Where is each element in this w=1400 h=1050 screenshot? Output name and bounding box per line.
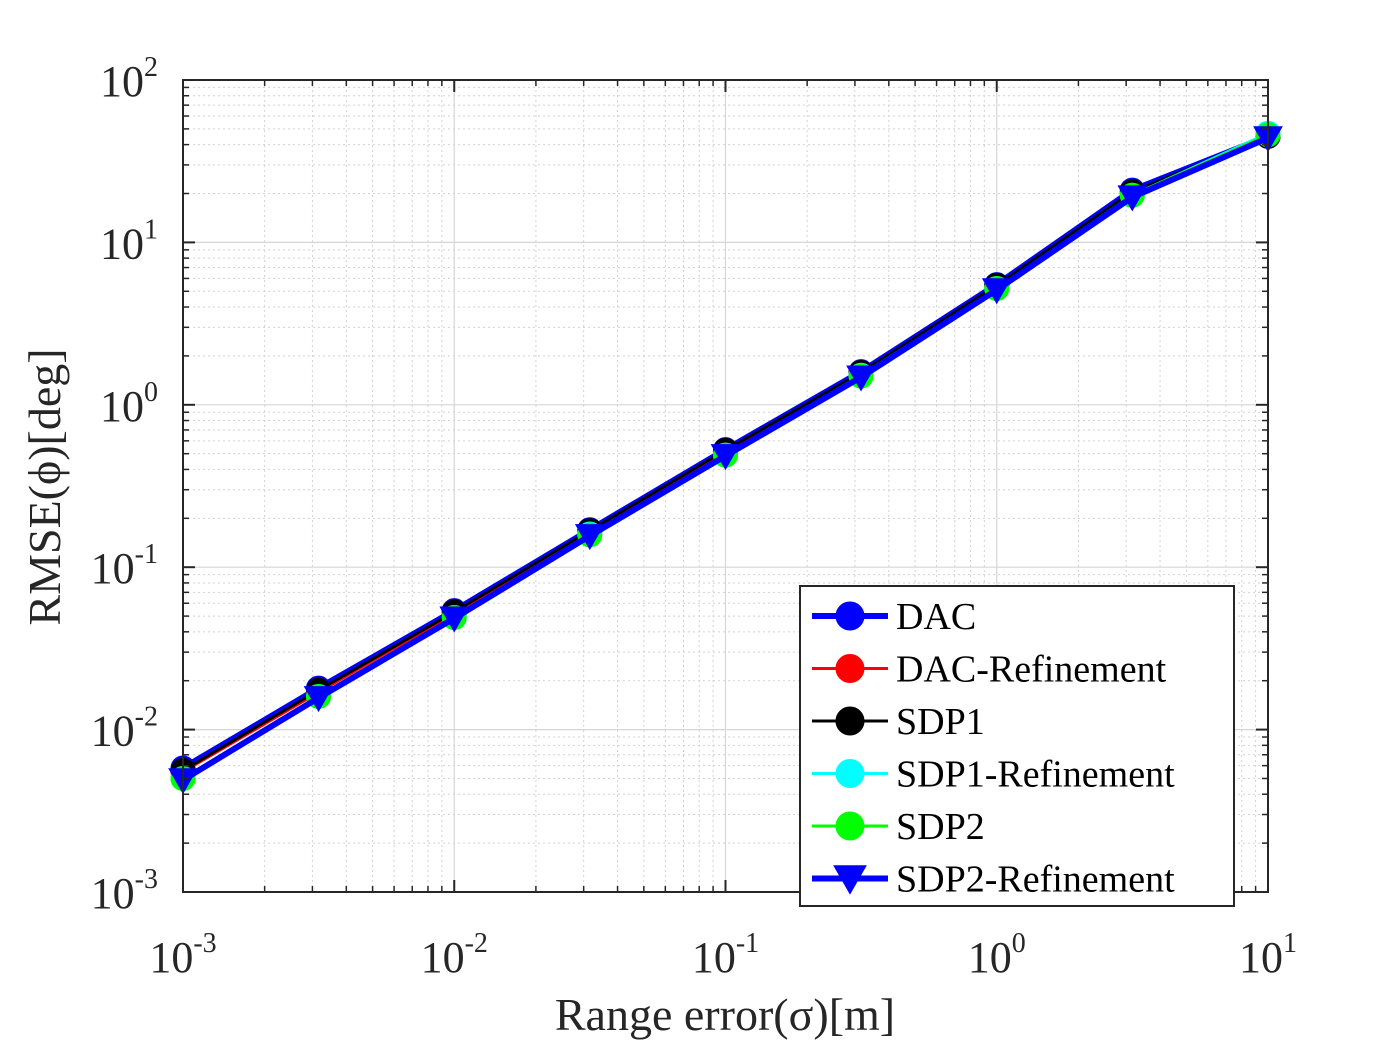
legend-item-sdp1-refinement: SDP1-Refinement (812, 754, 1175, 796)
legend-item-sdp2: SDP2 (812, 806, 985, 848)
x-tick-label: 100 (968, 928, 1026, 982)
y-tick-label-base: 10 (91, 707, 135, 756)
x-tick-label-base: 10 (692, 933, 736, 982)
x-tick-label: 101 (1239, 928, 1297, 982)
data-point (574, 524, 605, 551)
y-tick-label-exponent: -2 (135, 702, 158, 733)
x-tick-label-base: 10 (421, 933, 465, 982)
axis-ticks (182, 79, 1269, 893)
y-tick-label-exponent: 2 (144, 52, 158, 83)
legend-marker (835, 601, 865, 631)
legend-label: DAC (896, 596, 976, 638)
y-tick-label-base: 10 (91, 544, 135, 593)
x-tick-label-exponent: 0 (1012, 928, 1026, 959)
legend-marker (835, 759, 865, 788)
legend-box (799, 585, 1235, 907)
legend-marker (835, 654, 865, 683)
x-tick-label-exponent: -1 (736, 928, 759, 959)
data-point (981, 278, 1012, 305)
x-tick-label-exponent: -3 (193, 928, 216, 959)
y-axis-title: RMSE(ϕ)[deg] (19, 348, 70, 625)
y-tick-label: 102 (100, 52, 158, 106)
y-tick-label: 10-3 (91, 864, 158, 918)
y-tick-label-exponent: 1 (144, 214, 158, 245)
data-point (846, 365, 876, 392)
y-tick-label-exponent: -1 (135, 539, 158, 570)
legend-item-dac: DAC (812, 596, 976, 638)
y-tick-label-base: 10 (100, 57, 144, 106)
legend-label: SDP2 (896, 806, 985, 848)
legend-item-sdp1: SDP1 (812, 701, 985, 743)
data-point (303, 686, 334, 713)
legend-label: DAC-Refinement (896, 649, 1167, 691)
y-tick-label-base: 10 (100, 219, 144, 268)
data-point (710, 444, 741, 471)
x-axis-title: Range error(σ)[m] (555, 989, 895, 1040)
y-tick-label-exponent: 0 (144, 377, 158, 408)
legend-marker (835, 706, 865, 736)
x-tick-label-base: 10 (968, 933, 1012, 982)
data-point (1117, 185, 1148, 212)
y-tick-label: 100 (100, 377, 158, 431)
x-tick-label: 10-3 (149, 928, 216, 982)
legend-label: SDP1-Refinement (896, 754, 1175, 796)
legend-label: SDP2-Refinement (896, 859, 1175, 901)
y-tick-label: 10-2 (91, 702, 158, 756)
y-tick-label: 10-1 (91, 539, 158, 593)
legend-marker (835, 811, 865, 841)
y-tick-label-base: 10 (100, 382, 144, 431)
legend-item-dac-refinement: DAC-Refinement (812, 649, 1167, 691)
legend-marker (833, 865, 867, 895)
legend-label: SDP1 (896, 701, 985, 743)
x-tick-label-exponent: -2 (465, 928, 488, 959)
x-tick-label-base: 10 (1239, 933, 1283, 982)
y-tick-label-exponent: -3 (135, 864, 158, 895)
y-tick-label-base: 10 (91, 869, 135, 918)
legend-item-sdp2-refinement: SDP2-Refinement (812, 859, 1175, 901)
x-tick-label: 10-1 (692, 928, 759, 982)
x-tick-label-base: 10 (149, 933, 193, 982)
x-tick-label: 10-2 (421, 928, 488, 982)
legend: DAC DAC-Refinement SDP1 SDP1-Refinement SDP2… (799, 585, 1235, 907)
y-tick-label: 101 (100, 214, 158, 268)
x-tick-label-exponent: 1 (1283, 928, 1297, 959)
data-point (439, 606, 470, 633)
